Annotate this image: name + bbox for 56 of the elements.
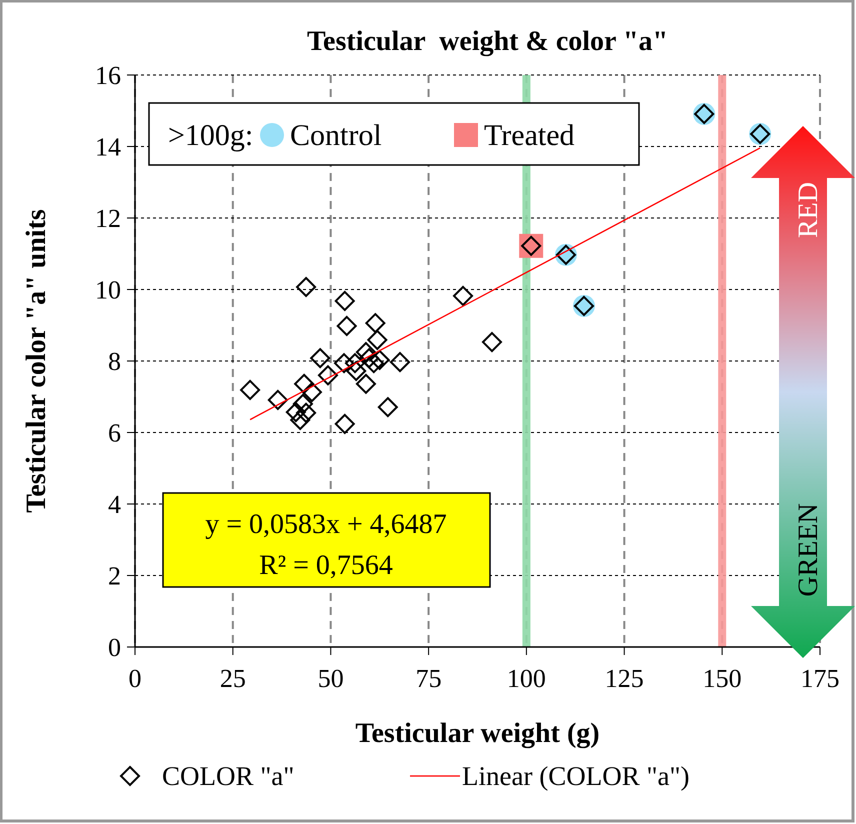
point bbox=[336, 316, 357, 336]
point bbox=[346, 361, 366, 382]
point bbox=[390, 352, 410, 372]
point bbox=[365, 313, 386, 334]
x-tick-label: 175 bbox=[800, 664, 840, 693]
annotation: y = 0,0583x + 4,6487 bbox=[205, 509, 447, 540]
legend-label: Linear (COLOR "a") bbox=[462, 761, 690, 791]
point bbox=[370, 350, 390, 370]
point bbox=[378, 397, 398, 418]
y-tick-label: 2 bbox=[108, 562, 121, 590]
point bbox=[334, 290, 355, 311]
point bbox=[334, 353, 354, 374]
x-axis-title: Testicular weight (g) bbox=[355, 718, 600, 749]
point bbox=[290, 410, 310, 430]
point bbox=[356, 342, 376, 362]
y-tick-label: 4 bbox=[108, 490, 121, 519]
point bbox=[240, 380, 260, 400]
point bbox=[268, 390, 288, 410]
annotation: RED bbox=[793, 182, 824, 238]
annotation: GREEN bbox=[793, 503, 824, 597]
x-tick-label: 0 bbox=[128, 664, 142, 693]
point bbox=[310, 348, 330, 368]
point bbox=[482, 332, 502, 352]
x-tick-label: 25 bbox=[220, 664, 246, 693]
y-tick-label: 12 bbox=[95, 204, 121, 233]
x-tick-label: 150 bbox=[702, 664, 742, 693]
y-tick-label: 14 bbox=[95, 132, 121, 162]
y-tick-label: 6 bbox=[108, 418, 121, 448]
legend-label: COLOR "a" bbox=[162, 761, 294, 791]
point bbox=[296, 277, 316, 297]
x-tick-label: 100 bbox=[506, 664, 546, 693]
point bbox=[292, 394, 313, 414]
legend-title: >100g: bbox=[168, 119, 254, 152]
legend-label: Treated bbox=[484, 119, 575, 152]
point bbox=[359, 348, 380, 368]
chart-title: Testicular weight & color "a" bbox=[306, 26, 668, 57]
y-axis-title: Testicular color "a" units bbox=[21, 209, 52, 513]
y-tick-label: 0 bbox=[108, 633, 121, 662]
point bbox=[356, 374, 376, 394]
point bbox=[334, 414, 355, 434]
x-tick-label: 125 bbox=[604, 664, 644, 693]
point bbox=[294, 374, 314, 394]
point bbox=[344, 353, 365, 374]
point bbox=[318, 365, 338, 386]
legend-label: Control bbox=[290, 119, 382, 152]
x-tick-label: 50 bbox=[318, 664, 344, 693]
point bbox=[453, 286, 474, 306]
y-tick-label: 8 bbox=[108, 347, 121, 376]
x-tick-label: 75 bbox=[416, 664, 442, 693]
point bbox=[286, 402, 306, 422]
y-tick-label: 10 bbox=[95, 276, 121, 304]
point bbox=[296, 402, 316, 423]
annotation: R² = 0,7564 bbox=[259, 550, 393, 581]
y-tick-label: 16 bbox=[95, 61, 121, 90]
point bbox=[302, 382, 322, 402]
point bbox=[367, 330, 388, 350]
